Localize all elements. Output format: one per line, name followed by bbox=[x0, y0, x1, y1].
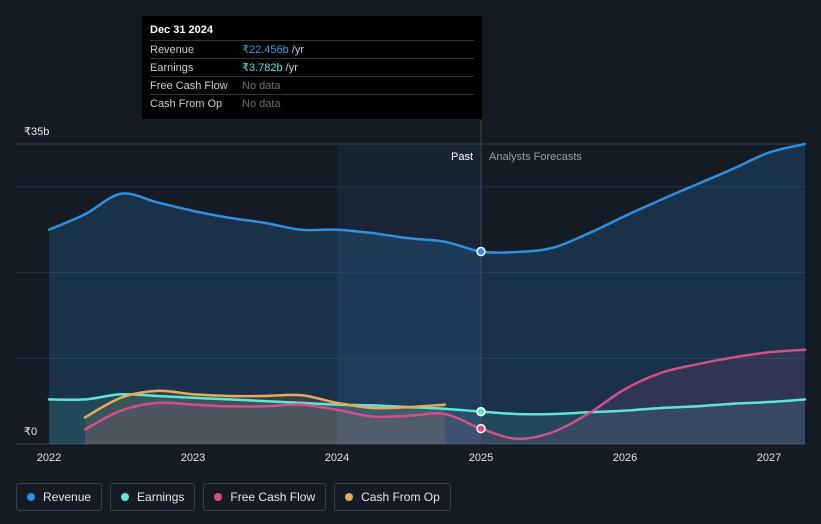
y-tick-label: ₹0 bbox=[24, 426, 37, 438]
x-tick-label: 2022 bbox=[37, 452, 61, 464]
x-tick-label: 2023 bbox=[181, 452, 205, 464]
legend-label: Free Cash Flow bbox=[230, 490, 316, 504]
tooltip-value: ₹22.456b bbox=[242, 44, 289, 56]
series-area-revenue bbox=[49, 144, 805, 444]
tooltip-row-cash-from-op: Cash From Op No data bbox=[150, 94, 474, 112]
marker-earnings bbox=[476, 406, 486, 417]
legend-dot-icon bbox=[121, 493, 130, 501]
x-axis-labels: 2022 2023 2024 2025 2026 2027 bbox=[37, 452, 781, 464]
x-tick-label: 2024 bbox=[325, 452, 349, 464]
legend-dot-icon bbox=[345, 493, 354, 501]
legend-item-free-cash-flow[interactable]: Free Cash Flow bbox=[203, 483, 327, 511]
tooltip-value: No data bbox=[242, 97, 281, 110]
legend-dot-icon bbox=[214, 493, 223, 501]
tooltip-label: Free Cash Flow bbox=[150, 79, 228, 92]
tooltip-panel: Dec 31 2024 Revenue ₹22.456b /yr Earning… bbox=[142, 16, 482, 119]
x-tick-label: 2026 bbox=[613, 452, 637, 464]
gridlines bbox=[16, 143, 805, 445]
highlight-markers bbox=[476, 246, 486, 434]
series-line-cash-from-op bbox=[83, 389, 447, 419]
legend-label: Revenue bbox=[43, 490, 92, 504]
tooltip-row-revenue: Revenue ₹22.456b /yr bbox=[150, 40, 474, 58]
marker-revenue bbox=[476, 246, 486, 257]
tooltip-value: ₹3.782b bbox=[242, 62, 283, 74]
x-tick-label: 2025 bbox=[469, 452, 493, 464]
legend-item-cash-from-op[interactable]: Cash From Op bbox=[334, 483, 451, 511]
tooltip-value: No data bbox=[242, 79, 281, 92]
legend-item-earnings[interactable]: Earnings bbox=[110, 483, 196, 511]
y-axis-labels: ₹35b ₹0 bbox=[24, 126, 49, 438]
series-line-earnings bbox=[47, 392, 807, 416]
legend-item-revenue[interactable]: Revenue bbox=[16, 483, 103, 511]
x-tick-label: 2027 bbox=[757, 452, 781, 464]
series-lines bbox=[47, 142, 807, 441]
legend-label: Earnings bbox=[137, 490, 185, 504]
forecast-label: Analysts Forecasts bbox=[489, 151, 582, 163]
tooltip-row-earnings: Earnings ₹3.782b /yr bbox=[150, 58, 474, 76]
legend-label: Cash From Op bbox=[361, 490, 440, 504]
tooltip-date: Dec 31 2024 bbox=[150, 24, 213, 36]
tooltip-unit: /yr bbox=[285, 61, 298, 74]
tooltip-label: Earnings bbox=[150, 61, 194, 74]
series-line-free-cash-flow bbox=[83, 348, 807, 441]
series-line-revenue bbox=[47, 142, 807, 254]
past-region-shade bbox=[337, 144, 481, 444]
past-label: Past bbox=[451, 151, 473, 163]
tooltip-label: Revenue bbox=[150, 43, 195, 56]
series-area-free-cash-flow bbox=[85, 349, 805, 444]
tooltip-label: Cash From Op bbox=[150, 97, 223, 110]
tooltip-row-free-cash-flow: Free Cash Flow No data bbox=[150, 76, 474, 94]
y-tick-label: ₹35b bbox=[24, 126, 49, 138]
legend: Revenue Earnings Free Cash Flow Cash Fro… bbox=[16, 483, 451, 511]
tooltip-unit: /yr bbox=[291, 43, 304, 56]
legend-dot-icon bbox=[27, 493, 35, 501]
marker-free-cash-flow bbox=[476, 423, 486, 434]
